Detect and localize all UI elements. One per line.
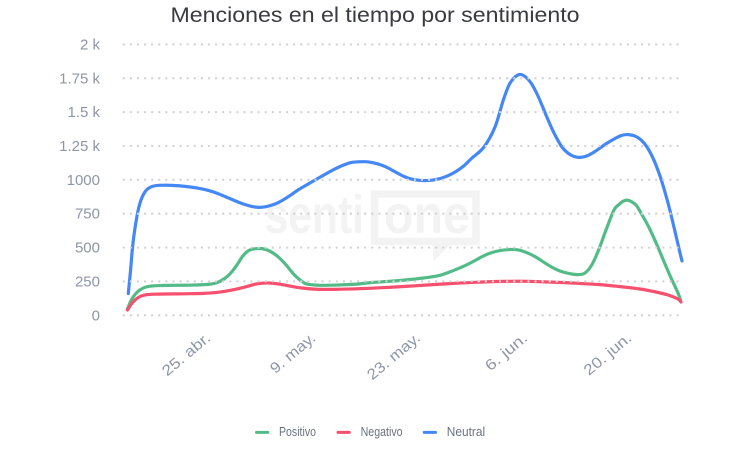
svg-text:one: one: [384, 185, 470, 245]
svg-text:2 k: 2 k: [80, 36, 101, 53]
svg-text:0: 0: [92, 307, 100, 324]
svg-text:1.5 k: 1.5 k: [67, 104, 100, 121]
svg-text:250: 250: [75, 273, 100, 290]
svg-text:750: 750: [75, 206, 100, 223]
svg-text:1000: 1000: [67, 172, 100, 189]
svg-text:500: 500: [75, 240, 100, 257]
svg-text:senti: senti: [265, 185, 365, 245]
svg-text:Positivo: Positivo: [279, 425, 316, 439]
svg-text:1.25 k: 1.25 k: [59, 138, 100, 155]
svg-text:Neutral: Neutral: [447, 425, 485, 439]
svg-text:Menciones en el tiempo por sen: Menciones en el tiempo por sentimiento: [171, 4, 580, 27]
svg-text:1.75 k: 1.75 k: [59, 70, 100, 87]
svg-text:Negativo: Negativo: [361, 425, 403, 439]
